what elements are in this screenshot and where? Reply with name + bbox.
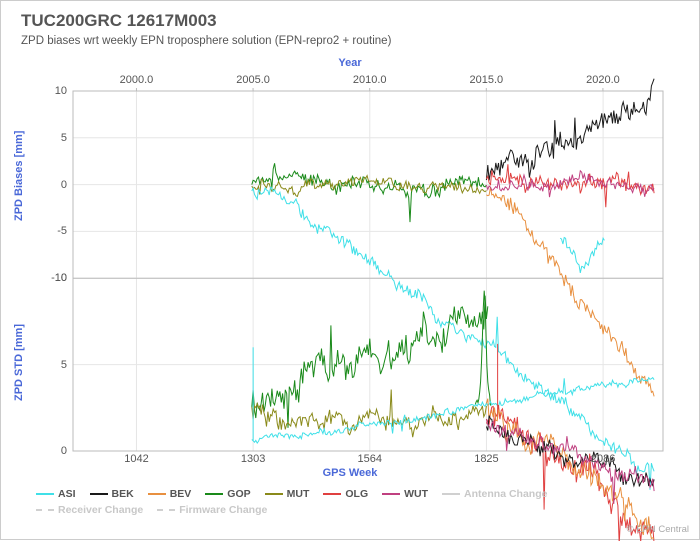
legend-label: WUT xyxy=(404,488,428,500)
series-BEK xyxy=(486,79,654,181)
y2-tick: 0 xyxy=(37,445,67,457)
bottom-tick: 1564 xyxy=(358,453,382,465)
legend-swatch xyxy=(36,493,54,495)
legend-item-antenna-change: Antenna Change xyxy=(442,486,547,502)
legend-item-bek: BEK xyxy=(90,486,134,502)
legend-item-receiver-change: Receiver Change xyxy=(36,502,143,518)
credit-label: © EPN Central xyxy=(627,524,689,535)
legend-label: ASI xyxy=(58,488,76,500)
legend-swatch xyxy=(265,493,283,495)
legend-item-bev: BEV xyxy=(148,486,192,502)
legend-swatch xyxy=(36,509,54,511)
legend-label: GOP xyxy=(227,488,250,500)
legend-label: Receiver Change xyxy=(58,504,143,516)
legend-item-wut: WUT xyxy=(382,486,428,502)
legend-label: BEK xyxy=(112,488,134,500)
y2-tick: 5 xyxy=(37,359,67,371)
legend-item-olg: OLG xyxy=(323,486,368,502)
legend-item-firmware-change: Firmware Change xyxy=(157,502,267,518)
series-GOP xyxy=(252,163,487,222)
y1-tick: 0 xyxy=(37,179,67,191)
series-OLG xyxy=(486,164,654,207)
y1-tick: 10 xyxy=(37,85,67,97)
legend-swatch xyxy=(323,493,341,495)
legend-item-gop: GOP xyxy=(205,486,250,502)
legend: ASI BEK BEV GOP MUT OLG WUT Antenna Change Recei… xyxy=(36,486,679,518)
legend-label: Antenna Change xyxy=(464,488,547,500)
legend-swatch xyxy=(442,493,460,495)
legend-swatch xyxy=(382,493,400,495)
y2-tick: 10 xyxy=(37,272,67,284)
bottom-tick: 1303 xyxy=(241,453,265,465)
y1-tick: 5 xyxy=(37,132,67,144)
bottom-tick: 2086 xyxy=(591,453,615,465)
series-ASI xyxy=(252,187,654,490)
top-tick: 2005.0 xyxy=(236,74,270,86)
bottom-tick: 1825 xyxy=(474,453,498,465)
legend-label: Firmware Change xyxy=(179,504,267,516)
legend-label: MUT xyxy=(287,488,310,500)
bottom-tick: 1042 xyxy=(124,453,148,465)
chart-container: TUC200GRC 12617M003 ZPD biases wrt weekl… xyxy=(0,0,700,540)
top-tick: 2010.0 xyxy=(353,74,387,86)
legend-swatch xyxy=(90,493,108,495)
legend-item-mut: MUT xyxy=(265,486,310,502)
top-tick: 2000.0 xyxy=(120,74,154,86)
legend-item-asi: ASI xyxy=(36,486,76,502)
top-tick: 2020.0 xyxy=(586,74,620,86)
legend-label: BEV xyxy=(170,488,192,500)
legend-label: OLG xyxy=(345,488,368,500)
y1-tick: -5 xyxy=(37,225,67,237)
legend-swatch xyxy=(157,509,175,511)
legend-swatch xyxy=(148,493,166,495)
legend-swatch xyxy=(205,493,223,495)
top-tick: 2015.0 xyxy=(469,74,503,86)
